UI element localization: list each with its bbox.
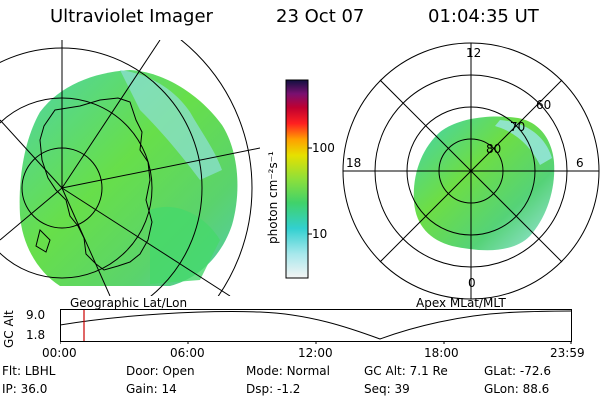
altitude-curve — [60, 310, 573, 340]
colorbar-tick-10: 10 — [312, 227, 328, 241]
footer-gain: Gain: 14 — [126, 382, 177, 396]
geographic-label: Geographic Lat/Lon — [70, 296, 188, 310]
mlt-label-18: 18 — [346, 156, 362, 170]
altitude-xtick-0600: 06:00 — [170, 346, 205, 360]
footer-gc-alt: GC Alt: 7.1 Re — [364, 364, 448, 378]
mlat-label-60: 60 — [536, 98, 552, 112]
lat-lon-grid — [0, 40, 260, 296]
polar-plot — [342, 42, 600, 300]
footer-mode: Mode: Normal — [246, 364, 330, 378]
date-label: 23 Oct 07 — [276, 6, 365, 27]
footer-ip: IP: 36.0 — [2, 382, 48, 396]
footer-glon: GLon: 88.6 — [484, 382, 550, 396]
geographic-image — [0, 40, 260, 296]
footer-flt: Flt: LBHL — [2, 364, 56, 378]
colorbar-gradient — [285, 79, 309, 279]
mlt-label-12: 12 — [466, 46, 482, 60]
footer-dsp: Dsp: -1.2 — [246, 382, 301, 396]
altitude-ytick-1-8: 1.8 — [26, 328, 46, 342]
polar-grid — [342, 42, 600, 300]
mlt-label-6: 6 — [576, 156, 584, 170]
apex-label: Apex MLat/MLT — [416, 296, 506, 310]
altitude-plot — [60, 309, 573, 344]
altitude-ylabel: GC Alt — [2, 310, 16, 348]
mlat-label-70: 70 — [510, 120, 526, 134]
colorbar-unit-label: photon cm⁻²s⁻¹ — [266, 151, 280, 244]
mlat-label-80: 80 — [486, 142, 502, 156]
footer-glat: GLat: -72.6 — [484, 364, 551, 378]
mlt-label-0: 0 — [468, 276, 476, 290]
altitude-xtick-1800: 18:00 — [424, 346, 459, 360]
footer-seq: Seq: 39 — [364, 382, 410, 396]
altitude-xtick-2359: 23:59 — [550, 346, 585, 360]
altitude-xtick-0000: 00:00 — [42, 346, 77, 360]
footer-door: Door: Open — [126, 364, 195, 378]
coastline — [39, 97, 153, 271]
colorbar-tick-100: 100 — [312, 141, 335, 155]
instrument-title: Ultraviolet Imager — [50, 6, 213, 27]
colorbar — [285, 79, 312, 279]
altitude-plot-frame — [60, 309, 572, 342]
altitude-xtick-1200: 12:00 — [298, 346, 333, 360]
altitude-ytick-9: 9.0 — [26, 308, 46, 322]
time-label: 01:04:35 UT — [428, 6, 539, 27]
